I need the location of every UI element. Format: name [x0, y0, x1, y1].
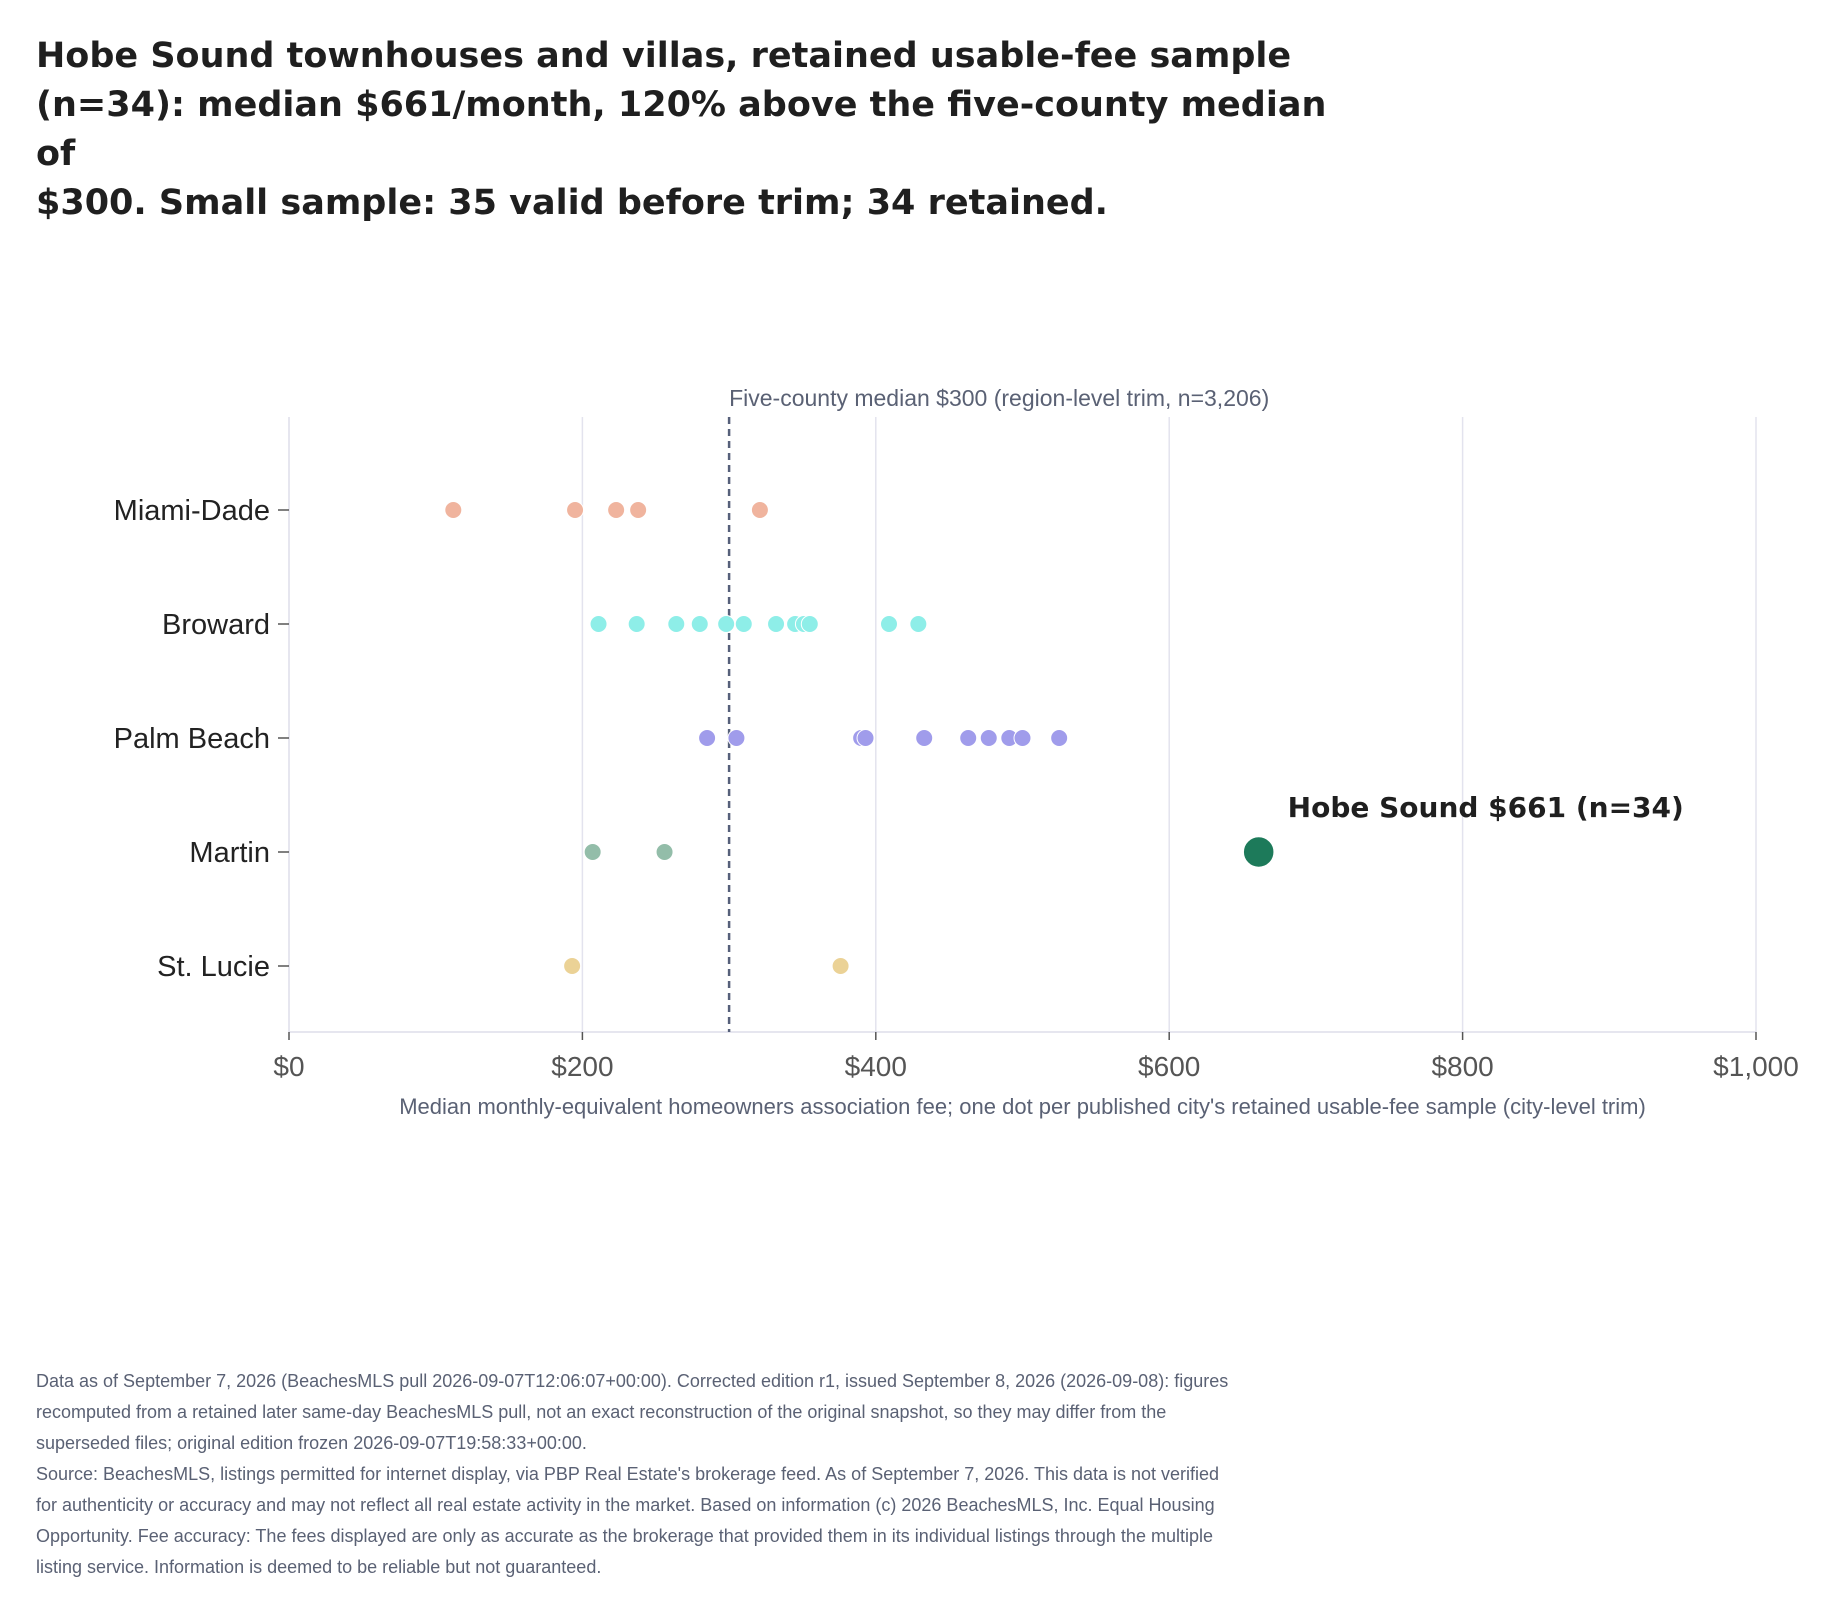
- footnote: Data as of September 7, 2026 (BeachesMLS…: [36, 1366, 1396, 1583]
- footnote-line-4: Source: BeachesMLS, listings permitted f…: [36, 1464, 1220, 1484]
- data-point: [566, 501, 585, 519]
- y-tick-label: Miami-Dade: [114, 495, 270, 527]
- data-point: [1013, 729, 1032, 747]
- highlight-label: Hobe Sound $661 (n=34): [1288, 791, 1684, 824]
- chart-labels: $0 $200 $400 $600 $800 $1,000 Median monthly-e…: [114, 385, 1799, 1119]
- grid-lines: [581, 417, 1757, 1032]
- title-line-1: Hobe Sound townhouses and villas, retain…: [36, 36, 1292, 76]
- data-point: [767, 615, 786, 633]
- chart-title: Hobe Sound townhouses and villas, retain…: [36, 32, 1336, 228]
- data-point: [734, 615, 753, 633]
- data-point: [563, 957, 582, 975]
- data-point: [698, 729, 717, 747]
- x-tick-label: $200: [551, 1051, 613, 1082]
- data-point: [627, 615, 646, 633]
- data-point: [727, 729, 746, 747]
- title-line-3: $300. Small sample: 35 valid before trim…: [36, 183, 1108, 223]
- data-point: [880, 615, 899, 633]
- data-point: [915, 729, 934, 747]
- data-point: [831, 957, 850, 975]
- data-point: [444, 501, 463, 519]
- reference-line-label: Five-county median $300 (region-level tr…: [729, 385, 1269, 411]
- data-point: [717, 615, 736, 633]
- data-point: [856, 729, 875, 747]
- y-tick-label: Palm Beach: [114, 723, 270, 755]
- x-tick-label: $0: [273, 1051, 304, 1082]
- footnote-line-6: Opportunity. Fee accuracy: The fees disp…: [36, 1526, 1213, 1546]
- data-point: [667, 615, 686, 633]
- data-point: [655, 843, 674, 861]
- footnote-line-1: Data as of September 7, 2026 (BeachesMLS…: [36, 1371, 1229, 1391]
- y-tick-label: Martin: [189, 837, 270, 869]
- data-point: [959, 729, 978, 747]
- title-line-2: (n=34): median $661/month, 120% above th…: [36, 85, 1327, 174]
- data-point: [690, 615, 709, 633]
- footnote-line-2: recomputed from a retained later same-da…: [36, 1402, 1167, 1422]
- data-point: [607, 501, 626, 519]
- axes: [278, 417, 1757, 1040]
- x-tick-label: $600: [1138, 1051, 1200, 1082]
- x-tick-label: $800: [1431, 1051, 1493, 1082]
- data-points: [444, 501, 1275, 975]
- data-point: [750, 501, 769, 519]
- data-point: [800, 615, 819, 633]
- data-point: [583, 843, 602, 861]
- x-axis-title: Median monthly-equivalent homeowners ass…: [399, 1094, 1646, 1119]
- data-point: [909, 615, 928, 633]
- highlight-point: [1242, 835, 1275, 869]
- x-tick-label: $400: [845, 1051, 907, 1082]
- footnote-line-3: superseded files; original edition froze…: [36, 1433, 587, 1453]
- data-point: [1050, 729, 1069, 747]
- data-point: [589, 615, 608, 633]
- x-tick-label: $1,000: [1713, 1051, 1799, 1082]
- footnote-line-5: for authenticity or accuracy and may not…: [36, 1495, 1215, 1515]
- y-tick-label: St. Lucie: [157, 951, 270, 983]
- footnote-line-7: listing service. Information is deemed t…: [36, 1557, 602, 1577]
- data-point: [979, 729, 998, 747]
- y-tick-label: Broward: [162, 609, 270, 641]
- data-point: [629, 501, 648, 519]
